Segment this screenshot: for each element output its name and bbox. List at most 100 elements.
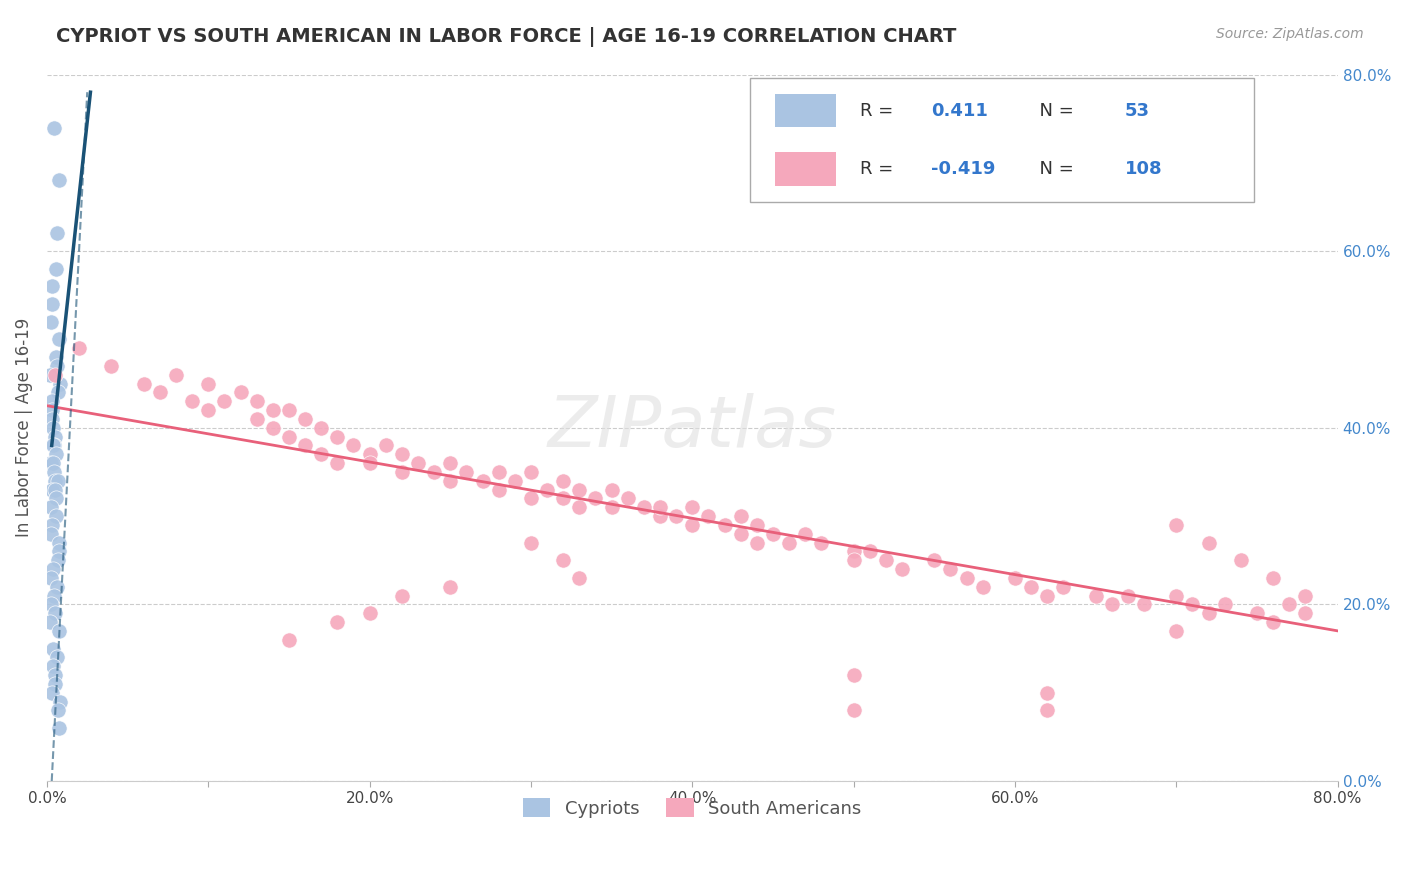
Point bbox=[326, 456, 349, 470]
Point bbox=[100, 359, 122, 373]
Point bbox=[875, 553, 897, 567]
Point bbox=[277, 632, 299, 647]
Text: -0.419: -0.419 bbox=[931, 160, 995, 178]
Point bbox=[391, 465, 413, 479]
Point bbox=[277, 429, 299, 443]
Point bbox=[48, 544, 70, 558]
Point bbox=[262, 421, 284, 435]
Point bbox=[891, 562, 914, 576]
Text: 108: 108 bbox=[1125, 160, 1163, 178]
Point bbox=[568, 500, 591, 515]
Point bbox=[745, 535, 768, 549]
Point bbox=[41, 403, 63, 417]
Point bbox=[44, 429, 66, 443]
Point bbox=[46, 385, 69, 400]
Point bbox=[246, 412, 269, 426]
Point bbox=[1198, 606, 1220, 620]
Point bbox=[1036, 703, 1059, 717]
Point bbox=[46, 553, 69, 567]
Point bbox=[39, 615, 62, 629]
Point bbox=[42, 659, 65, 673]
Point bbox=[42, 456, 65, 470]
Point bbox=[181, 394, 204, 409]
Text: R =: R = bbox=[860, 160, 898, 178]
Point bbox=[1052, 580, 1074, 594]
Point bbox=[214, 394, 236, 409]
Point bbox=[745, 517, 768, 532]
Point bbox=[1166, 589, 1188, 603]
Point bbox=[1261, 615, 1284, 629]
Point bbox=[1101, 598, 1123, 612]
Point bbox=[41, 412, 63, 426]
Point bbox=[197, 376, 219, 391]
Point bbox=[45, 261, 67, 276]
Point bbox=[277, 403, 299, 417]
Point bbox=[309, 421, 332, 435]
Point bbox=[762, 526, 785, 541]
Point bbox=[568, 571, 591, 585]
Point bbox=[42, 421, 65, 435]
Legend: Cypriots, South Americans: Cypriots, South Americans bbox=[516, 791, 869, 825]
Point bbox=[42, 120, 65, 135]
Point bbox=[439, 456, 461, 470]
Point bbox=[48, 624, 70, 638]
Text: Source: ZipAtlas.com: Source: ZipAtlas.com bbox=[1216, 27, 1364, 41]
Point bbox=[648, 500, 671, 515]
Point bbox=[955, 571, 977, 585]
Point bbox=[922, 553, 945, 567]
Point bbox=[665, 509, 688, 524]
Point bbox=[246, 394, 269, 409]
Point bbox=[536, 483, 558, 497]
Point bbox=[1246, 606, 1268, 620]
Point bbox=[471, 474, 494, 488]
Point bbox=[520, 535, 543, 549]
Point bbox=[616, 491, 638, 506]
Text: R =: R = bbox=[860, 102, 898, 120]
Point bbox=[39, 368, 62, 382]
Point bbox=[488, 483, 510, 497]
Point bbox=[1166, 624, 1188, 638]
Point bbox=[391, 589, 413, 603]
Point bbox=[972, 580, 994, 594]
Point bbox=[262, 403, 284, 417]
Point bbox=[44, 606, 66, 620]
Point bbox=[1181, 598, 1204, 612]
Point bbox=[553, 474, 575, 488]
Point bbox=[359, 456, 381, 470]
Point bbox=[309, 447, 332, 461]
Point bbox=[45, 491, 67, 506]
Point bbox=[810, 535, 832, 549]
Point bbox=[42, 438, 65, 452]
Point bbox=[44, 368, 66, 382]
Text: 0.411: 0.411 bbox=[931, 102, 988, 120]
Point bbox=[423, 465, 446, 479]
Point bbox=[67, 341, 90, 355]
Point bbox=[520, 465, 543, 479]
Y-axis label: In Labor Force | Age 16-19: In Labor Force | Age 16-19 bbox=[15, 318, 32, 537]
Text: CYPRIOT VS SOUTH AMERICAN IN LABOR FORCE | AGE 16-19 CORRELATION CHART: CYPRIOT VS SOUTH AMERICAN IN LABOR FORCE… bbox=[56, 27, 956, 46]
Point bbox=[681, 517, 703, 532]
Point bbox=[44, 677, 66, 691]
Point bbox=[1166, 517, 1188, 532]
Point bbox=[46, 359, 69, 373]
Point bbox=[633, 500, 655, 515]
Text: 53: 53 bbox=[1125, 102, 1150, 120]
Point bbox=[39, 571, 62, 585]
Point bbox=[45, 650, 67, 665]
Point bbox=[859, 544, 882, 558]
Point bbox=[48, 721, 70, 735]
Point bbox=[1133, 598, 1156, 612]
Point bbox=[229, 385, 252, 400]
Point bbox=[391, 447, 413, 461]
Point bbox=[45, 350, 67, 364]
Point bbox=[132, 376, 155, 391]
Point bbox=[730, 509, 752, 524]
Text: N =: N = bbox=[1028, 102, 1080, 120]
Point bbox=[294, 438, 316, 452]
Point bbox=[553, 553, 575, 567]
Point bbox=[39, 500, 62, 515]
Point bbox=[44, 483, 66, 497]
Point bbox=[1116, 589, 1139, 603]
Point bbox=[41, 297, 63, 311]
Point bbox=[45, 509, 67, 524]
